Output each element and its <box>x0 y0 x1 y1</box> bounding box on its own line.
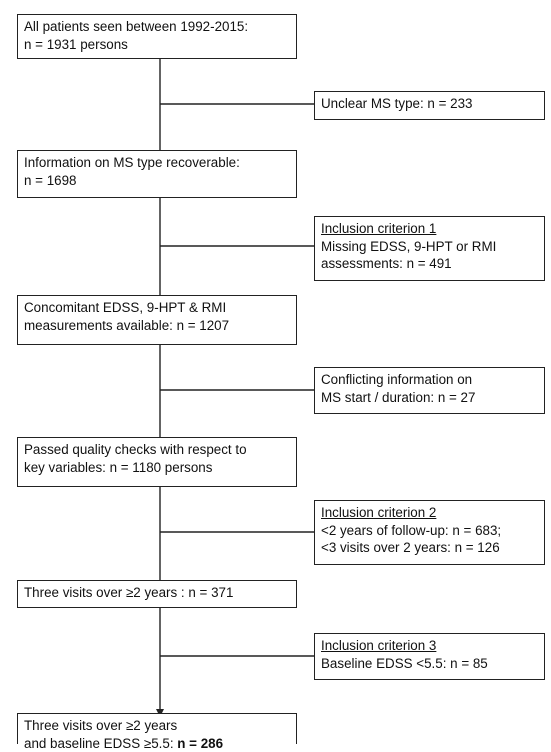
quality-checks-line1: Passed quality checks with respect to <box>24 441 290 459</box>
unclear-ms-line1: Unclear MS type: n = 233 <box>321 95 538 113</box>
box-inclusion-criterion-3: Inclusion criterion 3 Baseline EDSS <5.5… <box>314 633 545 680</box>
inclusion1-heading: Inclusion criterion 1 <box>321 220 538 238</box>
final-line1: Three visits over ≥2 years <box>24 717 290 735</box>
all-patients-line1: All patients seen between 1992-2015: <box>24 18 290 36</box>
box-unclear-ms: Unclear MS type: n = 233 <box>314 91 545 120</box>
concomitant-line1: Concomitant EDSS, 9-HPT & RMI <box>24 299 290 317</box>
box-quality-checks: Passed quality checks with respect to ke… <box>17 437 297 487</box>
box-ms-type-recoverable: Information on MS type recoverable: n = … <box>17 150 297 198</box>
ms-type-recoverable-line2: n = 1698 <box>24 172 290 190</box>
box-concomitant: Concomitant EDSS, 9-HPT & RMI measuremen… <box>17 295 297 345</box>
three-visits-line1: Three visits over ≥2 years : n = 371 <box>24 584 290 602</box>
final-count: n = 286 <box>177 736 223 751</box>
quality-checks-line2: key variables: n = 1180 persons <box>24 459 290 477</box>
box-three-visits: Three visits over ≥2 years : n = 371 <box>17 580 297 608</box>
box-all-patients: All patients seen between 1992-2015: n =… <box>17 14 297 59</box>
all-patients-line2: n = 1931 persons <box>24 36 290 54</box>
ms-type-recoverable-line1: Information on MS type recoverable: <box>24 154 290 172</box>
inclusion3-heading: Inclusion criterion 3 <box>321 637 538 655</box>
inclusion3-line1: Baseline EDSS <5.5: n = 85 <box>321 655 538 673</box>
inclusion2-line2: <3 visits over 2 years: n = 126 <box>321 539 538 557</box>
box-conflicting: Conflicting information on MS start / du… <box>314 367 545 414</box>
box-final: Three visits over ≥2 years and baseline … <box>17 713 297 744</box>
inclusion1-line2: assessments: n = 491 <box>321 255 538 273</box>
conflicting-line1: Conflicting information on <box>321 371 538 389</box>
inclusion2-heading: Inclusion criterion 2 <box>321 504 538 522</box>
inclusion2-line1: <2 years of follow-up: n = 683; <box>321 522 538 540</box>
conflicting-line2: MS start / duration: n = 27 <box>321 389 538 407</box>
inclusion1-line1: Missing EDSS, 9-HPT or RMI <box>321 238 538 256</box>
concomitant-line2: measurements available: n = 1207 <box>24 317 290 335</box>
final-line2-prefix: and baseline EDSS ≥5.5: <box>24 736 177 751</box>
final-line2: and baseline EDSS ≥5.5: n = 286 <box>24 735 290 752</box>
box-inclusion-criterion-1: Inclusion criterion 1 Missing EDSS, 9-HP… <box>314 216 545 281</box>
box-inclusion-criterion-2: Inclusion criterion 2 <2 years of follow… <box>314 500 545 565</box>
